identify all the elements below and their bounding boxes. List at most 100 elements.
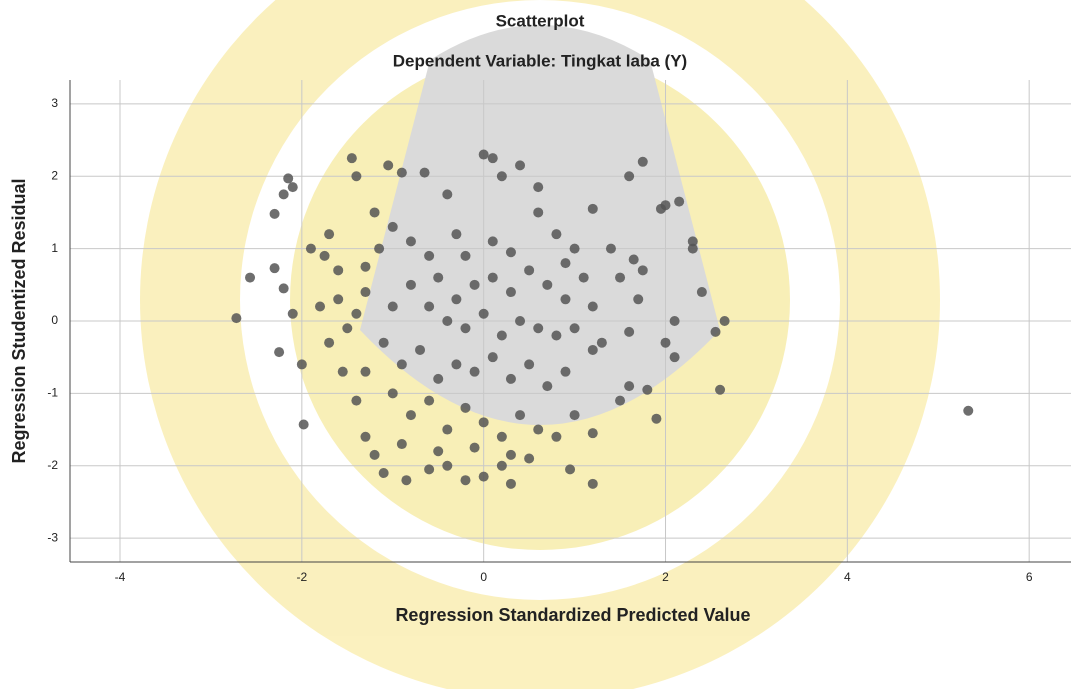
point <box>383 160 393 170</box>
point <box>624 171 634 181</box>
point <box>661 338 671 348</box>
point <box>551 432 561 442</box>
point <box>424 464 434 474</box>
point <box>506 247 516 257</box>
point <box>651 414 661 424</box>
point <box>479 417 489 427</box>
point <box>306 244 316 254</box>
point <box>279 189 289 199</box>
point <box>542 280 552 290</box>
point <box>460 403 470 413</box>
point <box>333 294 343 304</box>
point <box>533 323 543 333</box>
point <box>661 200 671 210</box>
point <box>533 207 543 217</box>
point <box>401 475 411 485</box>
point <box>351 309 361 319</box>
chart: Scatterplot Dependent Variable: Tingkat … <box>0 0 1071 689</box>
y-axis-label: Regression Studentized Residual <box>9 178 29 463</box>
x-tick-label: 2 <box>662 570 669 584</box>
point <box>497 461 507 471</box>
point <box>288 182 298 192</box>
point <box>715 385 725 395</box>
point <box>588 479 598 489</box>
point <box>479 309 489 319</box>
x-tick-label: 6 <box>1026 570 1033 584</box>
point <box>688 244 698 254</box>
point <box>579 273 589 283</box>
y-tick-label: -2 <box>47 458 58 472</box>
point <box>560 367 570 377</box>
point <box>624 381 634 391</box>
point <box>397 439 407 449</box>
point <box>324 338 334 348</box>
point <box>638 265 648 275</box>
point <box>551 229 561 239</box>
point <box>479 472 489 482</box>
point <box>231 313 241 323</box>
point <box>470 280 480 290</box>
x-tick-label: 0 <box>480 570 487 584</box>
point <box>497 330 507 340</box>
point <box>351 396 361 406</box>
point <box>633 294 643 304</box>
point <box>420 168 430 178</box>
point <box>533 182 543 192</box>
point <box>315 302 325 312</box>
point <box>374 244 384 254</box>
point <box>570 244 580 254</box>
point <box>524 359 534 369</box>
point <box>711 327 721 337</box>
point <box>424 396 434 406</box>
point <box>570 323 580 333</box>
point <box>533 425 543 435</box>
point <box>270 209 280 219</box>
x-tick-label: -2 <box>297 570 308 584</box>
point <box>515 410 525 420</box>
point <box>506 374 516 384</box>
point <box>588 428 598 438</box>
point <box>488 273 498 283</box>
point <box>506 479 516 489</box>
point <box>320 251 330 261</box>
point <box>615 396 625 406</box>
point <box>524 265 534 275</box>
x-tick-label: 4 <box>844 570 851 584</box>
x-axis-label: Regression Standardized Predicted Value <box>395 605 750 625</box>
point <box>360 432 370 442</box>
point <box>963 406 973 416</box>
point <box>360 367 370 377</box>
point <box>360 287 370 297</box>
point <box>415 345 425 355</box>
point <box>542 381 552 391</box>
point <box>670 352 680 362</box>
point <box>615 273 625 283</box>
point <box>451 229 461 239</box>
point <box>406 280 416 290</box>
point <box>674 197 684 207</box>
point <box>588 302 598 312</box>
point <box>388 222 398 232</box>
point <box>338 367 348 377</box>
point <box>460 475 470 485</box>
point <box>506 450 516 460</box>
chart-subtitle: Dependent Variable: Tingkat laba (Y) <box>393 51 687 70</box>
point <box>720 316 730 326</box>
point <box>397 168 407 178</box>
point <box>506 287 516 297</box>
point <box>551 330 561 340</box>
point <box>488 352 498 362</box>
point <box>560 258 570 268</box>
point <box>460 251 470 261</box>
y-tick-label: 2 <box>51 168 58 182</box>
point <box>488 153 498 163</box>
point <box>515 316 525 326</box>
watermark <box>140 0 940 689</box>
point <box>442 316 452 326</box>
point <box>347 153 357 163</box>
point <box>370 450 380 460</box>
point <box>333 265 343 275</box>
point <box>588 204 598 214</box>
point <box>597 338 607 348</box>
point <box>388 388 398 398</box>
